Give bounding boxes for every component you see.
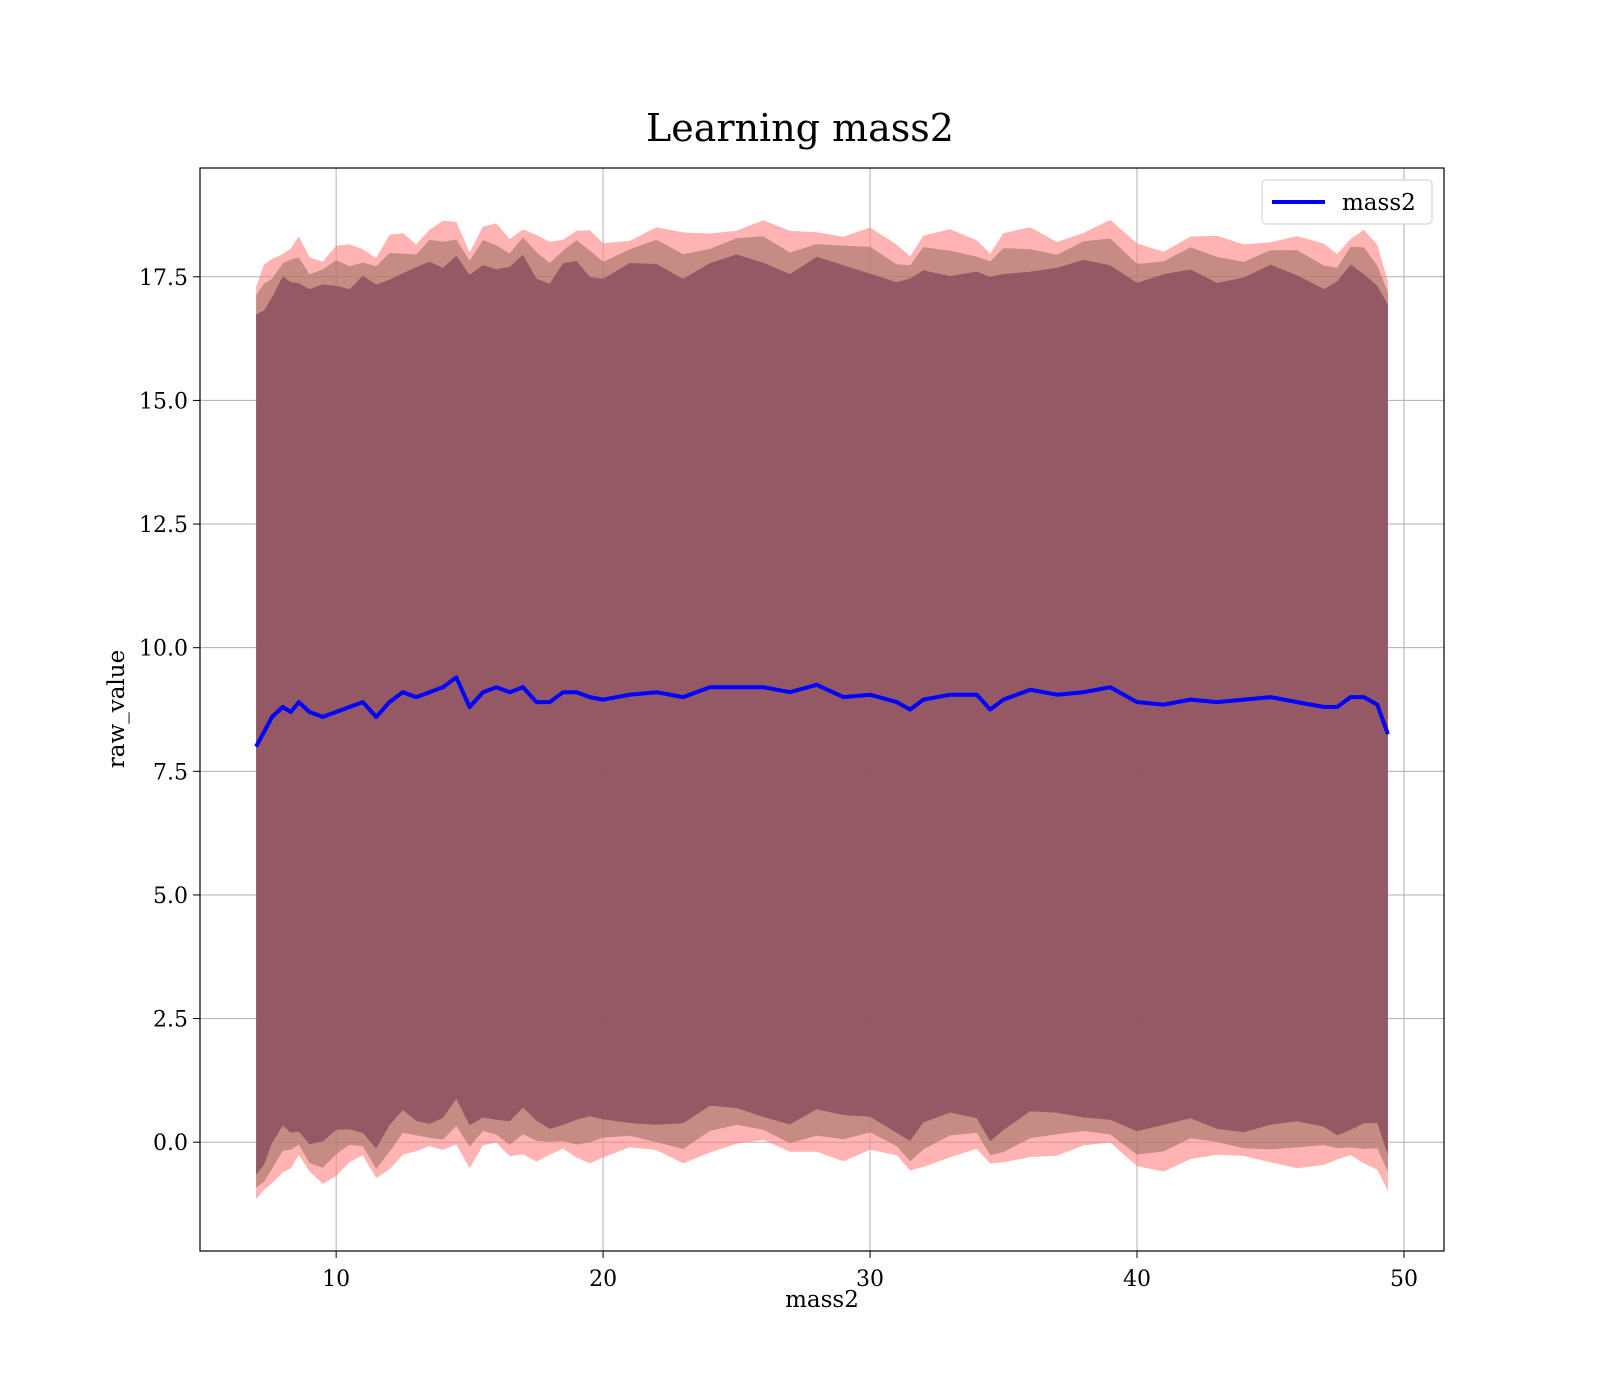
y-axis: 0.0 2.5 5.0 7.5 10.0 12.5 15.0 17.5 bbox=[139, 266, 200, 1156]
x-tick-label: 40 bbox=[1123, 1267, 1151, 1292]
legend-label-mass2: mass2 bbox=[1342, 190, 1416, 216]
x-tick-label: 20 bbox=[589, 1267, 617, 1292]
plot-area bbox=[199, 167, 1445, 1252]
y-tick-label: 0.0 bbox=[153, 1131, 188, 1156]
y-tick-label: 2.5 bbox=[153, 1008, 188, 1033]
x-tick-label: 10 bbox=[322, 1267, 350, 1292]
y-tick-label: 7.5 bbox=[153, 760, 188, 785]
confidence-band-3 bbox=[256, 254, 1388, 1175]
y-tick-label: 10.0 bbox=[139, 637, 188, 662]
series-line-mass2 bbox=[254, 675, 1390, 748]
y-tick-label: 5.0 bbox=[153, 884, 188, 909]
legend: mass2 bbox=[1261, 179, 1433, 225]
band-layer bbox=[256, 219, 1388, 1200]
legend-box bbox=[1261, 179, 1433, 225]
x-axis: 10 20 30 40 50 bbox=[322, 1251, 1418, 1292]
y-tick-label: 17.5 bbox=[139, 266, 188, 291]
y-tick-label: 15.0 bbox=[139, 389, 188, 414]
x-tick-label: 50 bbox=[1390, 1267, 1418, 1292]
plot-frame bbox=[199, 167, 1445, 1252]
y-axis-label: raw_value bbox=[104, 650, 130, 768]
y-tick-label: 12.5 bbox=[139, 513, 188, 538]
x-tick-label: 30 bbox=[856, 1267, 884, 1292]
chart-title: Learning mass2 bbox=[646, 106, 954, 150]
x-axis-label: mass2 bbox=[785, 1287, 859, 1313]
line-layer bbox=[254, 675, 1390, 748]
